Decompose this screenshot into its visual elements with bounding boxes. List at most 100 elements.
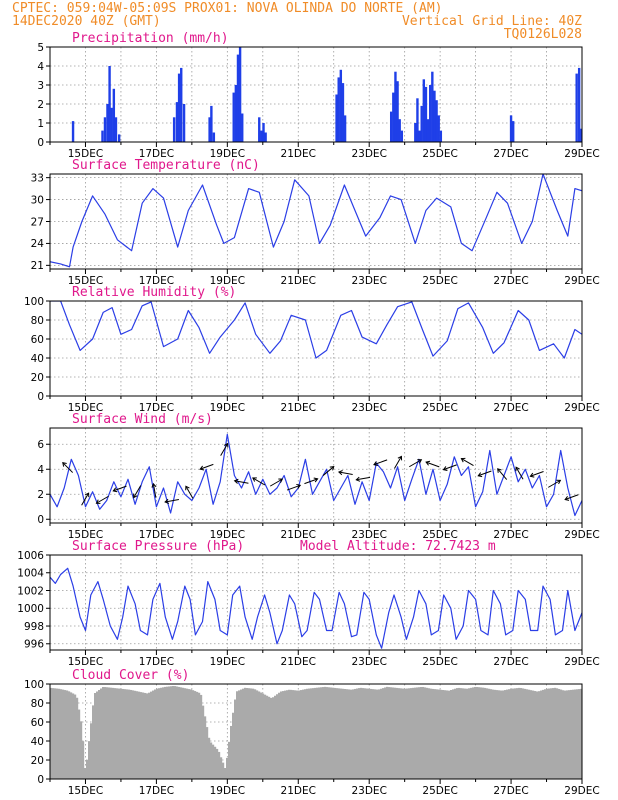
wind-arrow-shaft xyxy=(96,495,109,504)
temp-title: Surface Temperature (nC) xyxy=(72,158,260,173)
cloud-area-column xyxy=(92,705,95,779)
cloud-area-column xyxy=(478,687,481,779)
precip-frame xyxy=(49,46,583,143)
wind-arrow-head xyxy=(397,455,403,461)
cloud-area-column xyxy=(532,690,535,779)
precip-bar xyxy=(398,119,401,142)
cloud-area-column xyxy=(542,689,545,779)
cloud-area-column xyxy=(114,688,117,779)
precip-ytick-label: 1 xyxy=(37,118,44,130)
cloud-area-column xyxy=(486,688,489,779)
cloud-ytick-label: 0 xyxy=(37,774,44,786)
precip-bar xyxy=(117,134,121,142)
precip-bar xyxy=(437,115,440,142)
cloud-area-column xyxy=(316,687,319,779)
precip-bar xyxy=(429,85,432,142)
cloud-area-column xyxy=(266,695,269,779)
wind-arrow-head xyxy=(112,487,118,493)
precip-bar xyxy=(71,121,75,142)
wind-xtick-label: 23DEC xyxy=(351,529,386,541)
rh-xtick-label: 15DEC xyxy=(68,402,103,414)
cloud-xtick-label: 15DEC xyxy=(68,785,103,797)
cloud-xtick-label: 27DEC xyxy=(493,785,528,797)
cloud-area-column xyxy=(348,689,351,779)
cloud-area-column xyxy=(230,725,233,779)
cloud-area-column xyxy=(138,691,141,779)
cloud-area-column xyxy=(232,712,235,779)
cloud-area-column xyxy=(60,689,63,779)
rh-ytick-label: 100 xyxy=(24,296,44,308)
cloud-area-column xyxy=(424,687,427,779)
cloud-area-column xyxy=(292,690,295,779)
cloud-panel: 0 20 40 60 80 100 15DEC 17DEC 19DEC 21DEC 23DEC 25D… xyxy=(24,668,600,797)
precip-bar xyxy=(210,105,213,142)
cloud-area-column xyxy=(140,692,143,779)
rh-ytick-label: 20 xyxy=(31,372,44,384)
wind-arrow-shaft xyxy=(530,471,544,477)
precip-bar xyxy=(400,130,404,142)
cloud-area-column xyxy=(192,690,195,779)
wind-arrow-shaft xyxy=(393,456,402,469)
cloud-area-column xyxy=(158,688,161,779)
wind-arrow-head xyxy=(355,476,361,482)
cloud-area-column xyxy=(152,690,155,779)
cloud-area-column xyxy=(372,689,375,779)
cloud-area-column xyxy=(392,687,395,779)
rh-ytick-label: 0 xyxy=(37,391,44,403)
cloud-area-column xyxy=(450,690,453,779)
cloud-area-column xyxy=(550,688,553,779)
cloud-area-column xyxy=(310,688,313,779)
cloud-area-column xyxy=(470,687,473,779)
cloud-area-column xyxy=(142,692,145,779)
cloud-area-column xyxy=(484,687,487,779)
cloud-area-column xyxy=(394,687,397,779)
cloud-area-column xyxy=(58,688,61,779)
precip-bar xyxy=(208,117,211,142)
cloud-area-column xyxy=(184,688,187,779)
cloud-area-column xyxy=(206,727,209,779)
wind-arrow-head xyxy=(252,477,257,482)
panels-group: 0 1 2 3 4 5 15DEC 17DEC 19DEC 21DEC 23DEC 25DEC 27DE… xyxy=(17,31,599,797)
temp-xtick-label: 25DEC xyxy=(422,275,457,287)
cloud-xtick-label: 25DEC xyxy=(422,785,457,797)
cloud-area-column xyxy=(320,687,323,779)
wind-xtick-label: 29DEC xyxy=(564,529,599,541)
cloud-area-column xyxy=(190,689,193,779)
precip-bar xyxy=(234,85,238,142)
precip-xtick-label: 27DEC xyxy=(493,148,528,160)
cloud-area-column xyxy=(526,689,529,779)
cloud-xtick-label: 17DEC xyxy=(139,785,174,797)
cloud-area-column xyxy=(382,688,385,779)
cloud-area-column xyxy=(528,689,531,779)
precip-bar xyxy=(232,92,235,142)
wind-arrow-shaft xyxy=(338,471,353,475)
wind-arrow-shaft xyxy=(62,462,74,473)
wind-arrow-shaft xyxy=(152,483,157,498)
cloud-area-column xyxy=(312,688,315,779)
cloud-area-column xyxy=(390,687,393,779)
cloud-area-column xyxy=(124,689,127,779)
precip-bar xyxy=(422,79,426,142)
precip-xtick-label: 23DEC xyxy=(351,148,386,160)
temp-ytick-label: 24 xyxy=(31,238,45,250)
wind-arrow-shaft xyxy=(425,461,440,468)
cloud-area-column xyxy=(130,689,133,779)
cloud-xtick-label: 29DEC xyxy=(564,785,599,797)
cloud-area-column xyxy=(248,688,251,779)
precip-bar xyxy=(177,73,181,142)
cloud-area-column xyxy=(570,689,573,779)
cloud-area-column xyxy=(502,690,505,779)
wind-xtick-label: 15DEC xyxy=(68,529,103,541)
precip-bar xyxy=(182,104,186,142)
cloud-data xyxy=(50,686,582,779)
precip-bar xyxy=(337,77,340,142)
precip-bar xyxy=(420,105,423,142)
wind-ytick-label: 6 xyxy=(37,439,44,451)
cloud-area-column xyxy=(386,686,389,779)
cloud-area-column xyxy=(454,688,457,779)
cloud-area-column xyxy=(80,721,83,779)
cloud-ytick-label: 20 xyxy=(31,755,44,767)
cloud-area-column xyxy=(558,688,561,779)
cloud-area-column xyxy=(464,688,467,779)
cloud-area-column xyxy=(358,688,361,779)
